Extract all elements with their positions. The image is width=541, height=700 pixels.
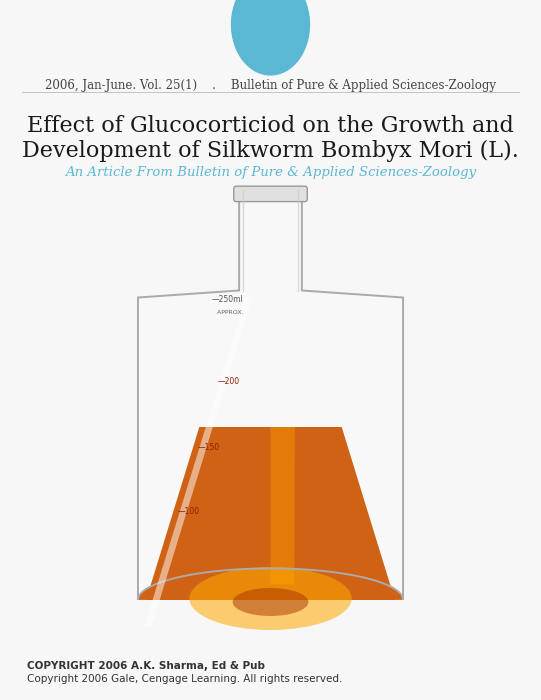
Ellipse shape [189, 567, 352, 630]
Polygon shape [144, 298, 253, 626]
Text: Copyright 2006 Gale, Cengage Learning. All rights reserved.: Copyright 2006 Gale, Cengage Learning. A… [27, 674, 342, 684]
Text: —150: —150 [197, 444, 219, 452]
Text: 2006, Jan-June. Vol. 25(1)    .    Bulletin of Pure & Applied Sciences-Zoology: 2006, Jan-June. Vol. 25(1) . Bulletin of… [45, 79, 496, 92]
Text: —100: —100 [178, 507, 200, 515]
Polygon shape [270, 427, 295, 584]
Polygon shape [138, 427, 403, 600]
Text: Effect of Glucocorticiod on the Growth and: Effect of Glucocorticiod on the Growth a… [27, 115, 514, 137]
Circle shape [232, 0, 309, 75]
Text: Development of Silkworm Bombyx Mori (L).: Development of Silkworm Bombyx Mori (L). [22, 139, 519, 162]
Polygon shape [138, 196, 403, 600]
Text: An Article From Bulletin of Pure & Applied Sciences-Zoology: An Article From Bulletin of Pure & Appli… [65, 166, 476, 179]
Text: APPROX.: APPROX. [209, 309, 243, 315]
Text: —250ml: —250ml [212, 295, 243, 304]
Ellipse shape [233, 588, 308, 616]
Text: —200: —200 [217, 377, 240, 386]
FancyBboxPatch shape [234, 186, 307, 202]
Text: COPYRIGHT 2006 A.K. Sharma, Ed & Pub: COPYRIGHT 2006 A.K. Sharma, Ed & Pub [27, 662, 265, 671]
